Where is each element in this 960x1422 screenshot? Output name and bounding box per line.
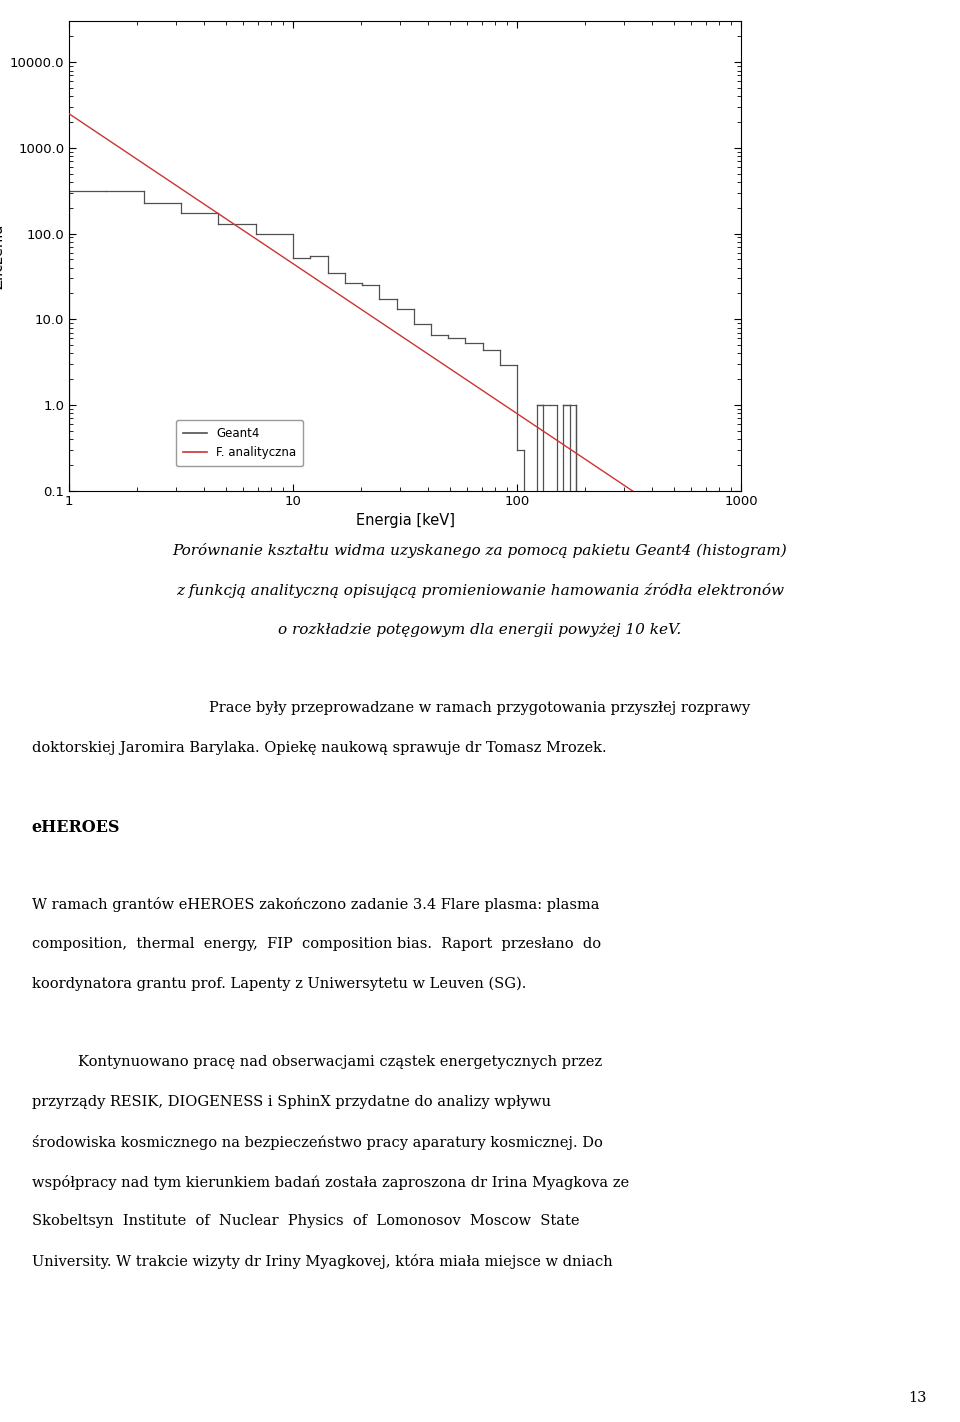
Text: W ramach grantów eHEROES zakończono zadanie 3.4 Flare plasma: plasma: W ramach grantów eHEROES zakończono zada… [32,897,599,913]
Text: University. W trakcie wizyty dr Iriny Myagkovej, która miała miejsce w dniach: University. W trakcie wizyty dr Iriny My… [32,1254,612,1270]
Text: środowiska kosmicznego na bezpieczeństwo pracy aparatury kosmicznej. Do: środowiska kosmicznego na bezpieczeństwo… [32,1135,603,1150]
Text: eHEROES: eHEROES [32,819,120,836]
Text: 13: 13 [908,1391,926,1405]
Text: Prace były przeprowadzane w ramach przygotowania przyszłej rozprawy: Prace były przeprowadzane w ramach przyg… [209,701,751,715]
Text: composition,  thermal  energy,  FIP  composition bias.  Raport  przesłano  do: composition, thermal energy, FIP composi… [32,937,601,951]
Text: Kontynuowano pracę nad obserwacjami cząstek energetycznych przez: Kontynuowano pracę nad obserwacjami cząs… [78,1055,602,1069]
Text: Porównanie kształtu widma uzyskanego za pomocą pakietu Geant4 (histogram): Porównanie kształtu widma uzyskanego za … [173,543,787,559]
Text: koordynatora grantu prof. Lapenty z Uniwersytetu w Leuven (SG).: koordynatora grantu prof. Lapenty z Uniw… [32,977,526,991]
Legend: Geant4, F. analityczna: Geant4, F. analityczna [176,419,303,466]
Text: Skobeltsyn  Institute  of  Nuclear  Physics  of  Lomonosov  Moscow  State: Skobeltsyn Institute of Nuclear Physics … [32,1214,579,1229]
Y-axis label: Zliczenia: Zliczenia [0,223,6,289]
Text: doktorskiej Jaromira Barylaka. Opiekę naukową sprawuje dr Tomasz Mrozek.: doktorskiej Jaromira Barylaka. Opiekę na… [32,741,607,755]
Text: o rozkładzie potęgowym dla energii powyżej 10 keV.: o rozkładzie potęgowym dla energii powyż… [278,623,682,637]
Text: z funkcją analityczną opisującą promieniowanie hamowania źródła elektronów: z funkcją analityczną opisującą promieni… [176,583,784,599]
Text: współpracy nad tym kierunkiem badań została zaproszona dr Irina Myagkova ze: współpracy nad tym kierunkiem badań zost… [32,1175,629,1190]
X-axis label: Energia [keV]: Energia [keV] [355,512,455,528]
Text: przyrządy RESIK, DIOGENESS i SphinX przydatne do analizy wpływu: przyrządy RESIK, DIOGENESS i SphinX przy… [32,1095,551,1109]
